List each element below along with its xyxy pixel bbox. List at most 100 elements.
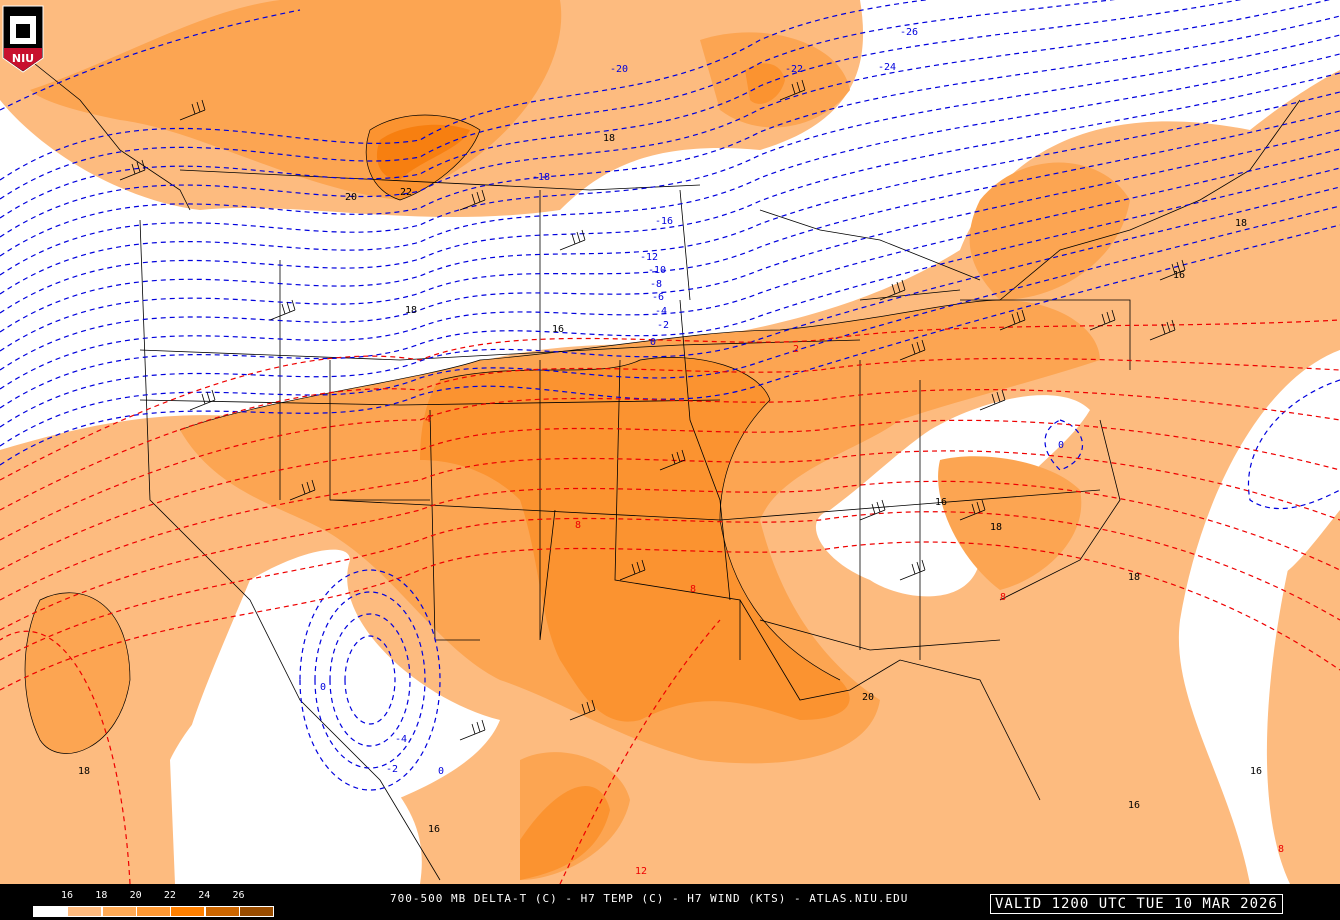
temp-contour (0, 110, 1340, 352)
wind-barb (1159, 259, 1186, 281)
valid-time: VALID 1200 UTC TUE 10 MAR 2026 (990, 894, 1283, 914)
wind-barb (899, 339, 926, 361)
legend-tick-label: 24 (198, 890, 211, 901)
legend-swatch (238, 906, 274, 917)
temp-label: 8 (1000, 592, 1006, 603)
wind-barb (119, 159, 146, 181)
legend-swatch (170, 906, 206, 917)
temp-label: -4 (655, 306, 667, 317)
delta-t-fill-22-24 (376, 124, 470, 180)
wind-barb (459, 719, 486, 741)
temp-label: -6 (652, 292, 664, 303)
delta-t-label: 20 (862, 692, 874, 703)
temp-contour (0, 630, 131, 884)
legend-swatch (67, 906, 103, 917)
delta-t-label: 18 (405, 305, 417, 316)
wind-barb (179, 99, 206, 121)
map-panel: 18 20 22 16 16 18 18 16 18 18 20 16 16 1… (0, 0, 1340, 884)
niu-logo: NIU (2, 5, 44, 73)
legend-swatch (101, 906, 137, 917)
temp-contour (0, 129, 1340, 371)
temp-contour (0, 205, 1340, 447)
temp-contour (0, 53, 1340, 295)
temp-contour (0, 511, 1340, 661)
contour-labels: 18 20 22 16 16 18 18 16 18 18 20 16 16 1… (78, 27, 1284, 877)
temp-label: -10 (648, 265, 666, 276)
temp-contour (314, 591, 426, 769)
temp-contour (1044, 419, 1084, 471)
legend-tick-label: 22 (163, 890, 176, 901)
wind-barb (289, 479, 316, 501)
wind-barb (979, 389, 1006, 411)
temp-contour (299, 569, 441, 791)
delta-t-label: 20 (345, 192, 357, 203)
temp-contour (0, 15, 1340, 257)
delta-t-label: 22 (400, 187, 412, 198)
temp-label: 0 (320, 682, 326, 693)
delta-t-label: 16 (552, 324, 564, 335)
delta-t-label: 18 (1128, 572, 1140, 583)
wind-barb (879, 279, 906, 301)
temp-contour (0, 224, 1340, 466)
temp-label: -2 (386, 764, 398, 775)
wind-barb (459, 189, 486, 211)
delta-t-label: 16 (1173, 270, 1185, 281)
delta-t-label: 16 (428, 824, 440, 835)
delta-t-label: 16 (1128, 800, 1140, 811)
temp-contour (0, 480, 1340, 631)
legend-swatch (135, 906, 171, 917)
wind-barb (189, 389, 216, 411)
temp-contour (344, 635, 396, 725)
temp-contour (0, 541, 1340, 691)
temp-label: 8 (690, 584, 696, 595)
wind-barb (1149, 319, 1176, 341)
temp-contour (0, 91, 1340, 333)
temp-contour (0, 450, 1340, 601)
temp-label: -20 (610, 64, 628, 75)
temp-contour (559, 619, 721, 884)
delta-t-label: 16 (935, 497, 947, 508)
legend-swatch (204, 906, 240, 917)
temp-label: 2 (793, 344, 799, 355)
temp-contour (0, 0, 1242, 219)
legend-bar: 16 18 20 22 24 26 700-500 MB DELTA-T (C) - H7… (0, 884, 1340, 920)
temp-label: 12 (635, 866, 647, 877)
temp-label: -4 (395, 734, 407, 745)
wind-barb (619, 559, 646, 581)
temp-negative-contours (0, 0, 1340, 791)
temp-contour (0, 0, 1115, 200)
temp-contour (0, 72, 1340, 314)
temp-label: 0 (438, 766, 444, 777)
wind-barb (559, 229, 586, 251)
temp-contour (0, 186, 1340, 428)
temp-label: -8 (650, 279, 662, 290)
temp-positive-contours (0, 319, 1340, 884)
wind-barb (959, 499, 986, 521)
temp-label: 8 (1278, 844, 1284, 855)
wind-barb (899, 559, 926, 581)
temp-contour (0, 9, 301, 111)
wind-barb (1089, 309, 1116, 331)
temp-label: -18 (532, 172, 550, 183)
temp-contour (0, 34, 1340, 276)
wind-barb (779, 79, 806, 101)
wind-barb (659, 449, 686, 471)
legend-tick-label: 16 (61, 890, 74, 901)
temp-label: -12 (640, 252, 658, 263)
temp-label: 8 (575, 520, 581, 531)
temp-label: 0 (650, 337, 656, 348)
wind-barbs (119, 79, 1186, 741)
wind-barb (269, 299, 296, 321)
delta-t-label: 18 (1235, 218, 1247, 229)
temp-contour (0, 0, 1331, 238)
temp-label: 0 (1058, 440, 1064, 451)
delta-t-label: 16 (1250, 766, 1262, 777)
delta-t-label: 18 (78, 766, 90, 777)
delta-t-label: 18 (990, 522, 1002, 533)
temp-label: -24 (878, 62, 896, 73)
temp-contour (0, 0, 930, 181)
delta-t-contours (24, 114, 1001, 754)
wind-barb (569, 699, 596, 721)
legend-tick-label: 26 (232, 890, 245, 901)
